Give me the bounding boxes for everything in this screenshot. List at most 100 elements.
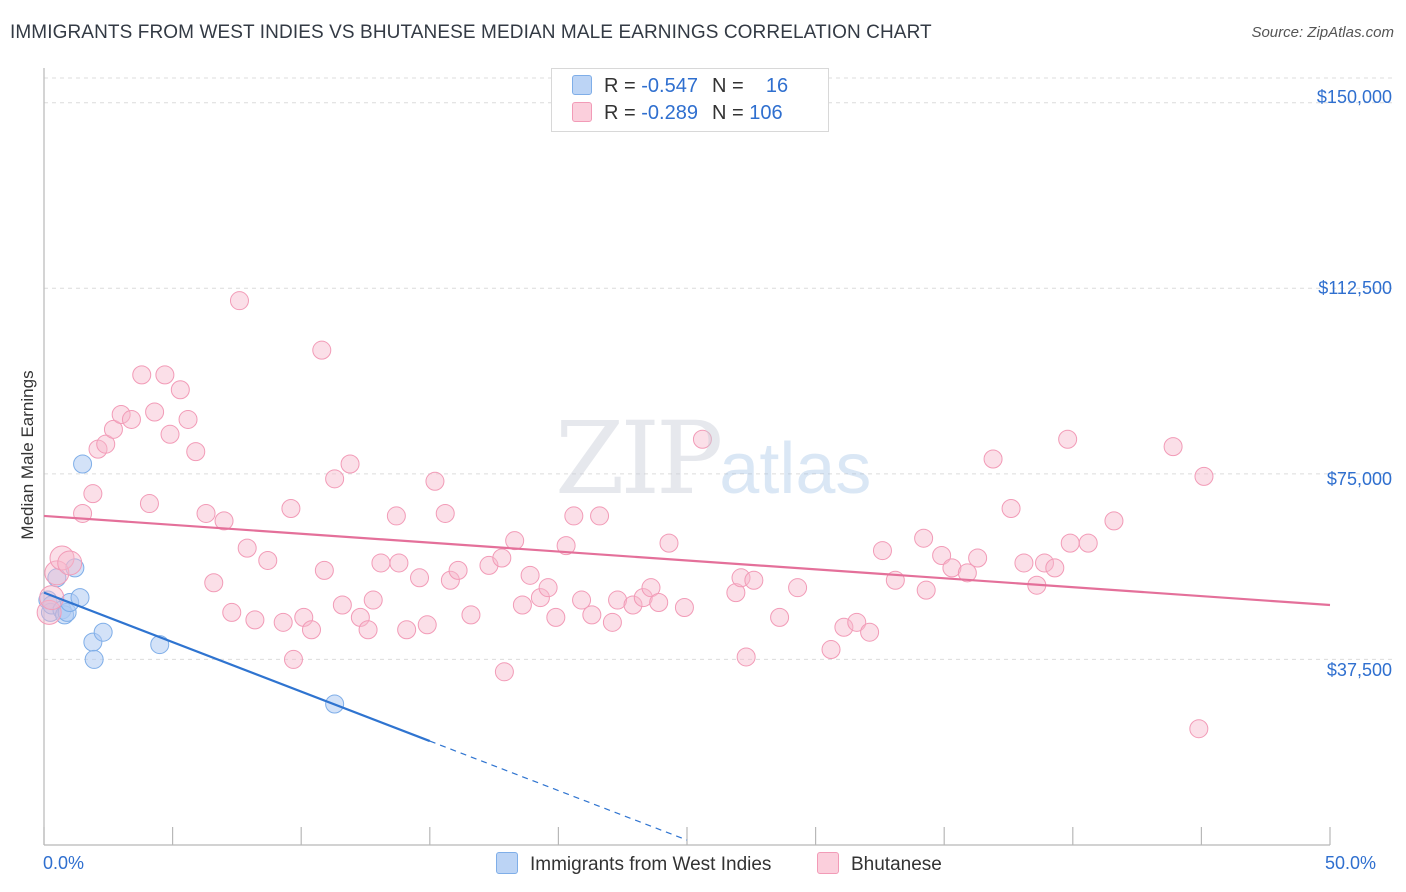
bhutanese-point	[196, 503, 216, 523]
bhutanese-point	[1163, 437, 1183, 457]
bhutanese-point	[847, 612, 867, 632]
y-tick-label: $150,000	[1316, 87, 1392, 107]
y-axis-title: Median Male Earnings	[18, 370, 37, 540]
bhutanese-point	[312, 340, 332, 360]
bhutanese-point	[121, 409, 141, 429]
bottom-legend-swatch-bhutanese	[817, 852, 839, 874]
bhutanese-point	[1078, 533, 1098, 553]
legend-row-bhutanese: R = -0.289 N = 106	[572, 102, 783, 126]
bhutanese-point	[417, 615, 437, 635]
legend-r-label: R =	[604, 75, 636, 97]
x-tick-label-max: 50.0%	[1325, 853, 1377, 873]
west-indies-point	[150, 635, 170, 655]
y-tick-label: $75,000	[1326, 469, 1392, 489]
west-indies-trend-extension	[429, 740, 688, 841]
legend-r-label: R =	[604, 102, 636, 124]
bhutanese-point	[633, 588, 653, 608]
west-indies-point	[73, 454, 93, 474]
bhutanese-point	[273, 612, 293, 632]
watermark-zip: ZIP	[555, 400, 723, 517]
bhutanese-point	[57, 550, 83, 576]
bhutanese-point	[448, 560, 468, 580]
bhutanese-point	[914, 528, 934, 548]
bhutanese-point	[564, 506, 584, 526]
bhutanese-trend-line	[43, 514, 1331, 607]
bhutanese-point	[155, 365, 175, 385]
bhutanese-point	[590, 506, 610, 526]
bhutanese-point	[103, 419, 123, 439]
bhutanese-point	[957, 563, 977, 583]
bhutanese-point	[222, 602, 242, 622]
correlation-legend: R = -0.547 N = 16 R = -0.289 N = 106	[551, 68, 829, 132]
bhutanese-point	[363, 590, 383, 610]
bhutanese-point	[860, 622, 880, 642]
watermark: ZIPatlas	[555, 400, 871, 517]
bhutanese-point	[492, 548, 512, 568]
bhutanese-point	[283, 649, 303, 669]
bhutanese-point	[968, 548, 988, 568]
source-label: Source: ZipAtlas.com	[1251, 24, 1394, 41]
bhutanese-point	[389, 553, 409, 573]
bhutanese-point	[435, 503, 455, 523]
west-indies-point	[84, 649, 104, 669]
bhutanese-point	[512, 595, 532, 615]
bhutanese-point	[178, 409, 198, 429]
bhutanese-point	[44, 560, 70, 586]
bhutanese-point	[582, 605, 602, 625]
bhutanese-point	[314, 560, 334, 580]
chart-title: IMMIGRANTS FROM WEST INDIES VS BHUTANESE…	[10, 22, 932, 43]
bhutanese-point	[332, 595, 352, 615]
bhutanese-point	[770, 607, 790, 627]
west-indies-point	[65, 558, 85, 578]
legend-r-value: -0.547	[641, 75, 698, 97]
legend-swatch-west-indies	[572, 75, 592, 95]
legend-n-value: 106	[749, 102, 783, 124]
bhutanese-point	[96, 434, 116, 454]
bhutanese-point	[350, 607, 370, 627]
bhutanese-point	[1194, 466, 1214, 486]
bhutanese-point	[145, 402, 165, 422]
bhutanese-point	[520, 565, 540, 585]
bhutanese-point	[983, 449, 1003, 469]
bhutanese-point	[301, 620, 321, 640]
bhutanese-point	[505, 531, 525, 551]
legend-swatch-bhutanese	[572, 102, 592, 122]
bhutanese-point	[834, 617, 854, 637]
bhutanese-point	[821, 640, 841, 660]
bhutanese-point	[546, 607, 566, 627]
bhutanese-point	[530, 588, 550, 608]
bhutanese-point	[237, 538, 257, 558]
bhutanese-point	[556, 536, 576, 556]
bhutanese-point	[49, 545, 75, 571]
bhutanese-point	[214, 511, 234, 531]
bottom-legend-label: Immigrants from West Indies	[530, 854, 772, 875]
bhutanese-point	[674, 597, 694, 617]
bottom-legend-swatch-west-indies	[496, 852, 518, 874]
bhutanese-point	[494, 662, 514, 682]
bhutanese-point	[440, 570, 460, 590]
legend-n-value: 16	[765, 75, 789, 97]
y-tick-label: $112,500	[1318, 278, 1392, 298]
bhutanese-point	[932, 546, 952, 566]
bhutanese-point	[1060, 533, 1080, 553]
bhutanese-point	[39, 585, 65, 611]
bhutanese-point	[229, 291, 249, 311]
bhutanese-point	[1104, 511, 1124, 531]
bhutanese-point	[160, 424, 180, 444]
bhutanese-point	[397, 620, 417, 640]
west-indies-trend-line	[43, 591, 431, 743]
bhutanese-point	[538, 578, 558, 598]
bhutanese-point	[572, 590, 592, 610]
bottom-legend-label: Bhutanese	[851, 854, 942, 875]
bhutanese-point	[641, 578, 661, 598]
bhutanese-point	[83, 484, 103, 504]
bhutanese-point	[132, 365, 152, 385]
bhutanese-point	[1035, 553, 1055, 573]
bhutanese-point	[358, 620, 378, 640]
bhutanese-point	[111, 404, 131, 424]
bhutanese-point	[1014, 553, 1034, 573]
bhutanese-point	[245, 610, 265, 630]
bhutanese-point	[461, 605, 481, 625]
bhutanese-point	[649, 593, 669, 613]
